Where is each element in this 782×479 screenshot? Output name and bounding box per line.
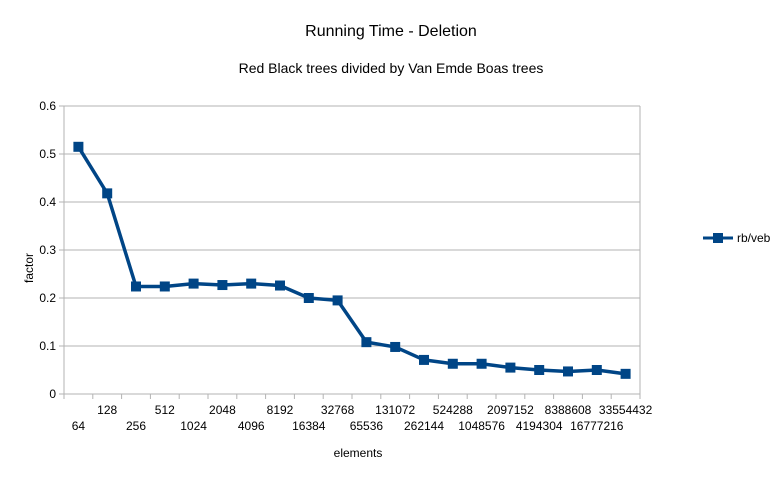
y-tick-label: 0.1 bbox=[39, 339, 56, 353]
data-point bbox=[419, 354, 429, 365]
data-point bbox=[217, 280, 228, 291]
x-tick-label: 64 bbox=[72, 419, 86, 433]
x-axis-label: elements bbox=[334, 446, 383, 460]
y-tick-labels: 0 0.1 0.2 0.3 0.4 0.5 0.6 bbox=[39, 99, 56, 401]
data-point bbox=[563, 366, 573, 377]
data-point bbox=[303, 293, 314, 303]
x-tick-label: 1048576 bbox=[458, 419, 505, 433]
x-tick-label: 262144 bbox=[404, 419, 444, 433]
data-point bbox=[246, 278, 257, 289]
y-tick-label: 0.2 bbox=[39, 291, 56, 305]
x-tick-label: 8192 bbox=[267, 403, 294, 417]
x-tick-label: 16777216 bbox=[570, 419, 624, 433]
legend-label: rb/veb bbox=[737, 231, 771, 245]
x-tick-label: 65536 bbox=[350, 419, 384, 433]
x-tick-label: 128 bbox=[97, 403, 117, 417]
chart-subtitle: Red Black trees divided by Van Emde Boas… bbox=[239, 60, 544, 76]
y-tick-label: 0 bbox=[49, 387, 56, 401]
data-point bbox=[361, 337, 372, 348]
series-line-rb-veb bbox=[76, 145, 626, 376]
x-tick-label: 33554432 bbox=[599, 403, 653, 417]
data-point bbox=[332, 295, 343, 306]
data-point bbox=[390, 341, 401, 352]
y-tick-label: 0.4 bbox=[39, 195, 56, 209]
x-tick-label: 256 bbox=[126, 419, 146, 433]
y-tick-label: 0.5 bbox=[39, 147, 56, 161]
data-point bbox=[534, 365, 545, 375]
data-point bbox=[620, 368, 631, 379]
legend-marker-swatch bbox=[713, 233, 723, 243]
data-point bbox=[102, 188, 113, 199]
chart-title: Running Time - Deletion bbox=[305, 23, 477, 40]
x-tick-label: 131072 bbox=[375, 403, 415, 417]
x-tick-label: 8388608 bbox=[545, 403, 592, 417]
x-tick-label: 32768 bbox=[321, 403, 355, 417]
x-tick-label: 2048 bbox=[209, 403, 236, 417]
data-point bbox=[275, 280, 285, 291]
data-point bbox=[188, 278, 199, 289]
legend: rb/veb bbox=[703, 231, 771, 245]
x-tick-label: 4194304 bbox=[516, 419, 563, 433]
data-point bbox=[73, 141, 84, 152]
x-tick-label: 512 bbox=[155, 403, 175, 417]
x-tick-label: 4096 bbox=[238, 419, 265, 433]
data-point bbox=[505, 362, 516, 373]
y-tick-label: 0.3 bbox=[39, 243, 56, 257]
data-point bbox=[159, 281, 170, 292]
x-tick-label: 1024 bbox=[180, 419, 207, 433]
gridlines bbox=[59, 105, 641, 399]
series-rb-veb bbox=[73, 141, 631, 379]
x-tick-label: 524288 bbox=[433, 403, 473, 417]
data-point bbox=[447, 358, 458, 369]
data-point bbox=[476, 358, 487, 369]
y-tick-label: 0.6 bbox=[39, 99, 56, 113]
data-point bbox=[591, 365, 602, 375]
x-tick-label: 2097152 bbox=[487, 403, 534, 417]
x-tick-label: 16384 bbox=[292, 419, 326, 433]
y-axis-label: factor bbox=[22, 253, 36, 283]
data-point bbox=[131, 281, 141, 292]
